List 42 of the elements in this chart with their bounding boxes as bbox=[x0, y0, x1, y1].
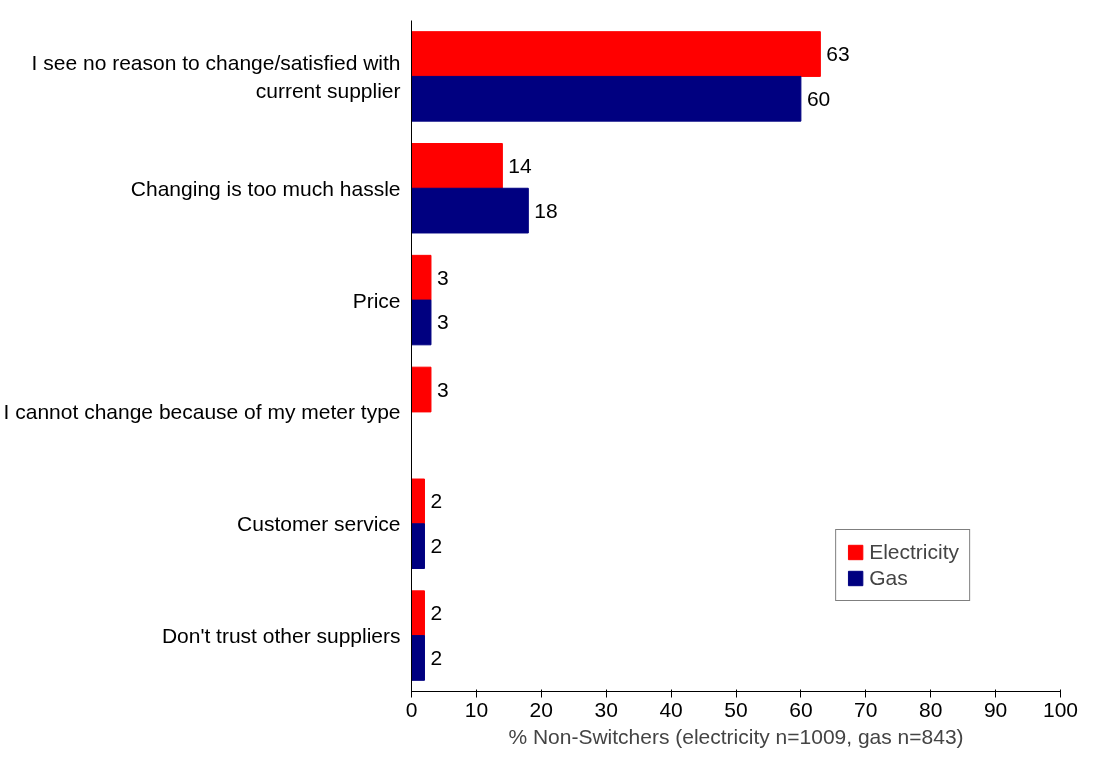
y-tick-label: I see no reason to change/satisfied with current supplier bbox=[31, 51, 401, 102]
data-label: 18 bbox=[534, 198, 558, 222]
x-tick-label: 70 bbox=[854, 697, 878, 721]
x-tick-label: 100 bbox=[1042, 697, 1079, 721]
bar bbox=[411, 478, 425, 525]
bar bbox=[411, 31, 821, 77]
data-label: 2 bbox=[430, 489, 443, 513]
x-tick-label: 50 bbox=[724, 697, 748, 721]
bar bbox=[411, 143, 503, 189]
x-tick-label: 10 bbox=[464, 697, 489, 721]
bar bbox=[411, 75, 802, 122]
data-label: 3 bbox=[436, 310, 449, 334]
data-label: 2 bbox=[430, 601, 443, 625]
x-axis-title: % Non-Switchers (electricity n=1009, gas n=843) bbox=[508, 724, 964, 748]
data-label: 2 bbox=[430, 645, 443, 669]
x-tick-label: 60 bbox=[789, 697, 813, 721]
data-label: 3 bbox=[436, 377, 449, 401]
x-tick-label: 90 bbox=[983, 697, 1008, 721]
data-label: 60 bbox=[806, 86, 831, 110]
bar bbox=[411, 254, 432, 301]
bar bbox=[411, 523, 425, 569]
x-tick-label: 80 bbox=[919, 697, 943, 721]
data-label: 63 bbox=[826, 42, 850, 66]
y-tick-label: I cannot change because of my meter type bbox=[3, 400, 401, 424]
data-label: 2 bbox=[430, 534, 443, 558]
bar bbox=[411, 366, 432, 413]
y-tick-label: Customer service bbox=[237, 512, 401, 536]
legend-label: Gas bbox=[869, 566, 908, 590]
bar bbox=[411, 299, 432, 346]
bar bbox=[411, 635, 425, 681]
x-tick-label: 20 bbox=[529, 697, 553, 721]
x-tick-label: 30 bbox=[594, 697, 618, 721]
y-tick-label: Price bbox=[352, 288, 401, 312]
x-tick-label: 40 bbox=[659, 697, 683, 721]
bar bbox=[411, 187, 529, 234]
x-tick-label: 0 bbox=[405, 697, 418, 721]
data-label: 14 bbox=[508, 153, 533, 177]
data-label: 3 bbox=[436, 265, 449, 289]
y-tick-label: Don't trust other suppliers bbox=[161, 624, 401, 648]
y-tick-label: Changing is too much hassle bbox=[130, 176, 401, 200]
legend-label: Electricity bbox=[869, 540, 959, 564]
bar bbox=[411, 590, 425, 637]
